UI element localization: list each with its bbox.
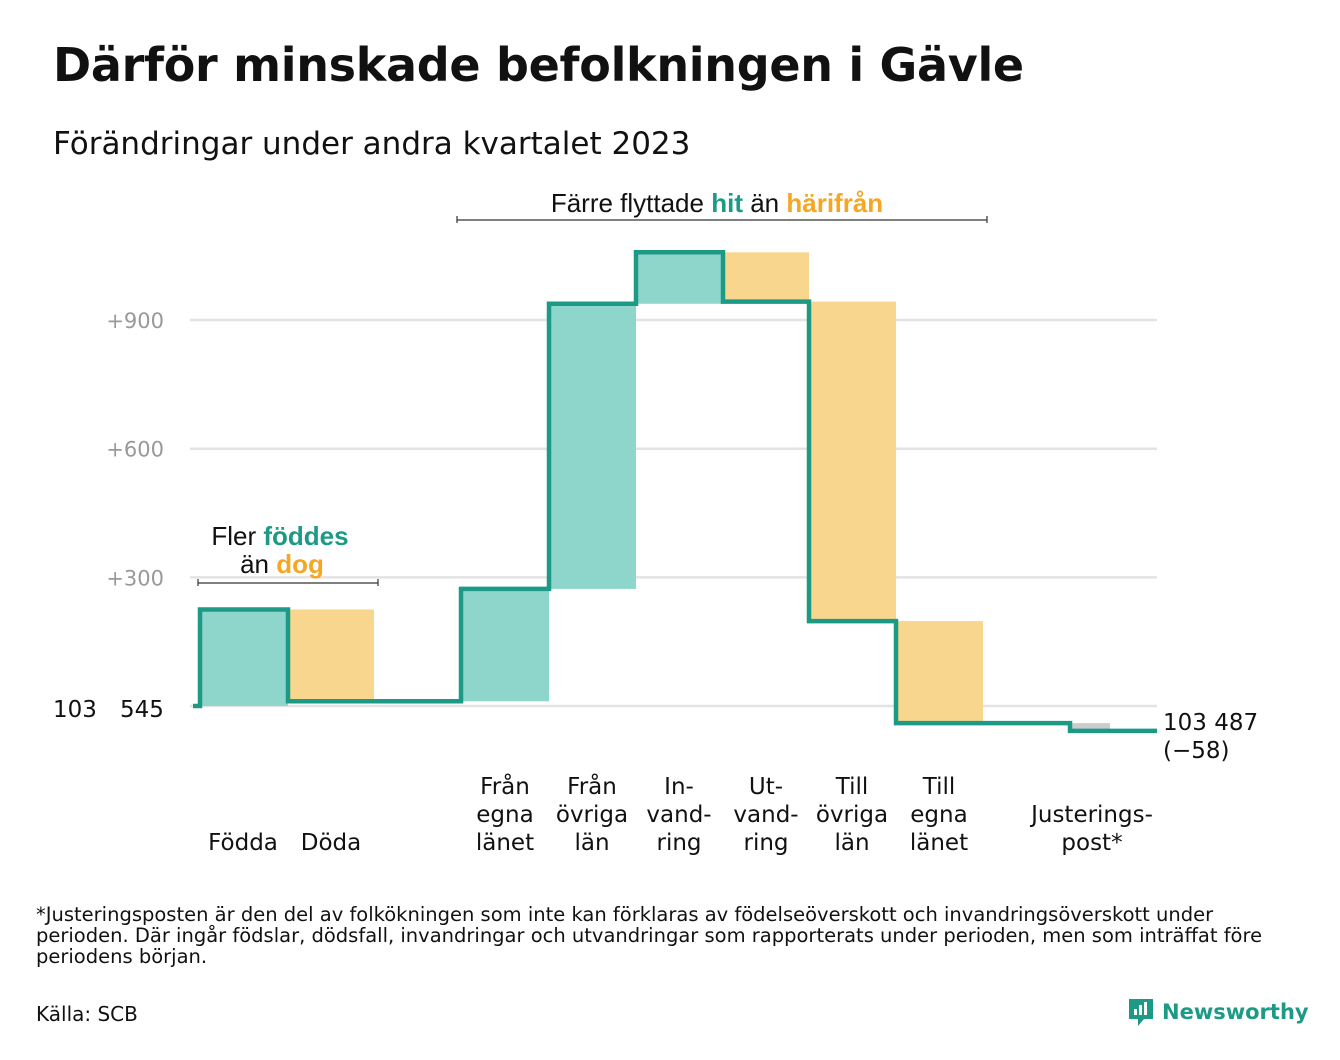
waterfall-bar — [723, 252, 809, 302]
start-label-part2: 545 — [120, 697, 164, 723]
waterfall-bar — [461, 588, 549, 702]
category-label: Ut-vand-ring — [733, 774, 798, 856]
births-annotation: Fler föddes än dog — [197, 521, 379, 586]
waterfall-bar — [288, 609, 374, 702]
chart-subtitle: Förändringar under andra kvartalet 2023 — [53, 126, 691, 162]
waterfall-bar — [809, 301, 896, 622]
waterfall-bar — [549, 303, 636, 589]
waterfall-bar — [1070, 723, 1110, 731]
migration-annotation-pre: Färre flyttade — [551, 188, 711, 218]
births-bracket — [197, 579, 379, 586]
migration-annotation: Färre flyttade hit än härifrån — [456, 188, 988, 223]
y-tick-label: +900 — [106, 309, 164, 333]
svg-text:Fler föddes: Fler föddes — [211, 521, 348, 551]
footnote: *Justeringsposten är den del av folkökni… — [36, 903, 1263, 968]
y-tick-label: +600 — [106, 438, 164, 462]
newsworthy-logo: Newsworthy — [1128, 997, 1309, 1027]
newsworthy-logo-icon — [1129, 999, 1153, 1026]
category-label: Från övriga län — [556, 772, 628, 856]
svg-text:än dog: än dog — [240, 549, 324, 579]
births-annotation-pre: Fler — [211, 521, 263, 551]
migration-annotation-harifran: härifrån — [786, 188, 883, 218]
waterfall-bar — [636, 252, 723, 304]
births-annotation-pre2: än — [240, 549, 276, 579]
start-label-part1: 103 — [53, 697, 97, 723]
newsworthy-logo-text: Newsworthy — [1162, 1000, 1309, 1024]
category-label: Justerings-post* — [1029, 802, 1153, 856]
category-label: Döda — [301, 830, 361, 856]
migration-bracket — [456, 216, 988, 223]
category-label: Från egna länet — [476, 772, 534, 856]
source-note: Källa: SCB — [36, 1002, 138, 1026]
category-label: In-vand-ring — [646, 774, 711, 856]
waterfall-bar — [896, 621, 983, 724]
births-annotation-dog: dog — [276, 549, 324, 579]
category-label: Födda — [208, 830, 278, 856]
svg-text:Färre flyttade hit än härifrån: Färre flyttade hit än härifrån — [551, 188, 883, 218]
chart-title: Därför minskade befolkningen i Gävle — [53, 38, 1024, 92]
category-label: Till övriga län — [816, 774, 888, 856]
end-label-change: (−58) — [1163, 738, 1229, 764]
waterfall-bar — [200, 609, 288, 706]
migration-annotation-hit: hit — [711, 188, 743, 218]
y-tick-label: +300 — [106, 566, 164, 590]
migration-annotation-mid: än — [743, 188, 786, 218]
end-label-value: 103 487 — [1163, 710, 1258, 736]
category-label: Till egna länet — [910, 774, 968, 856]
waterfall-chart: +300 +600 +900 Födda Döda Från egna länet Från ö… — [53, 188, 1258, 856]
cumulative-line — [193, 250, 1157, 734]
births-annotation-fodda: föddes — [263, 521, 348, 551]
